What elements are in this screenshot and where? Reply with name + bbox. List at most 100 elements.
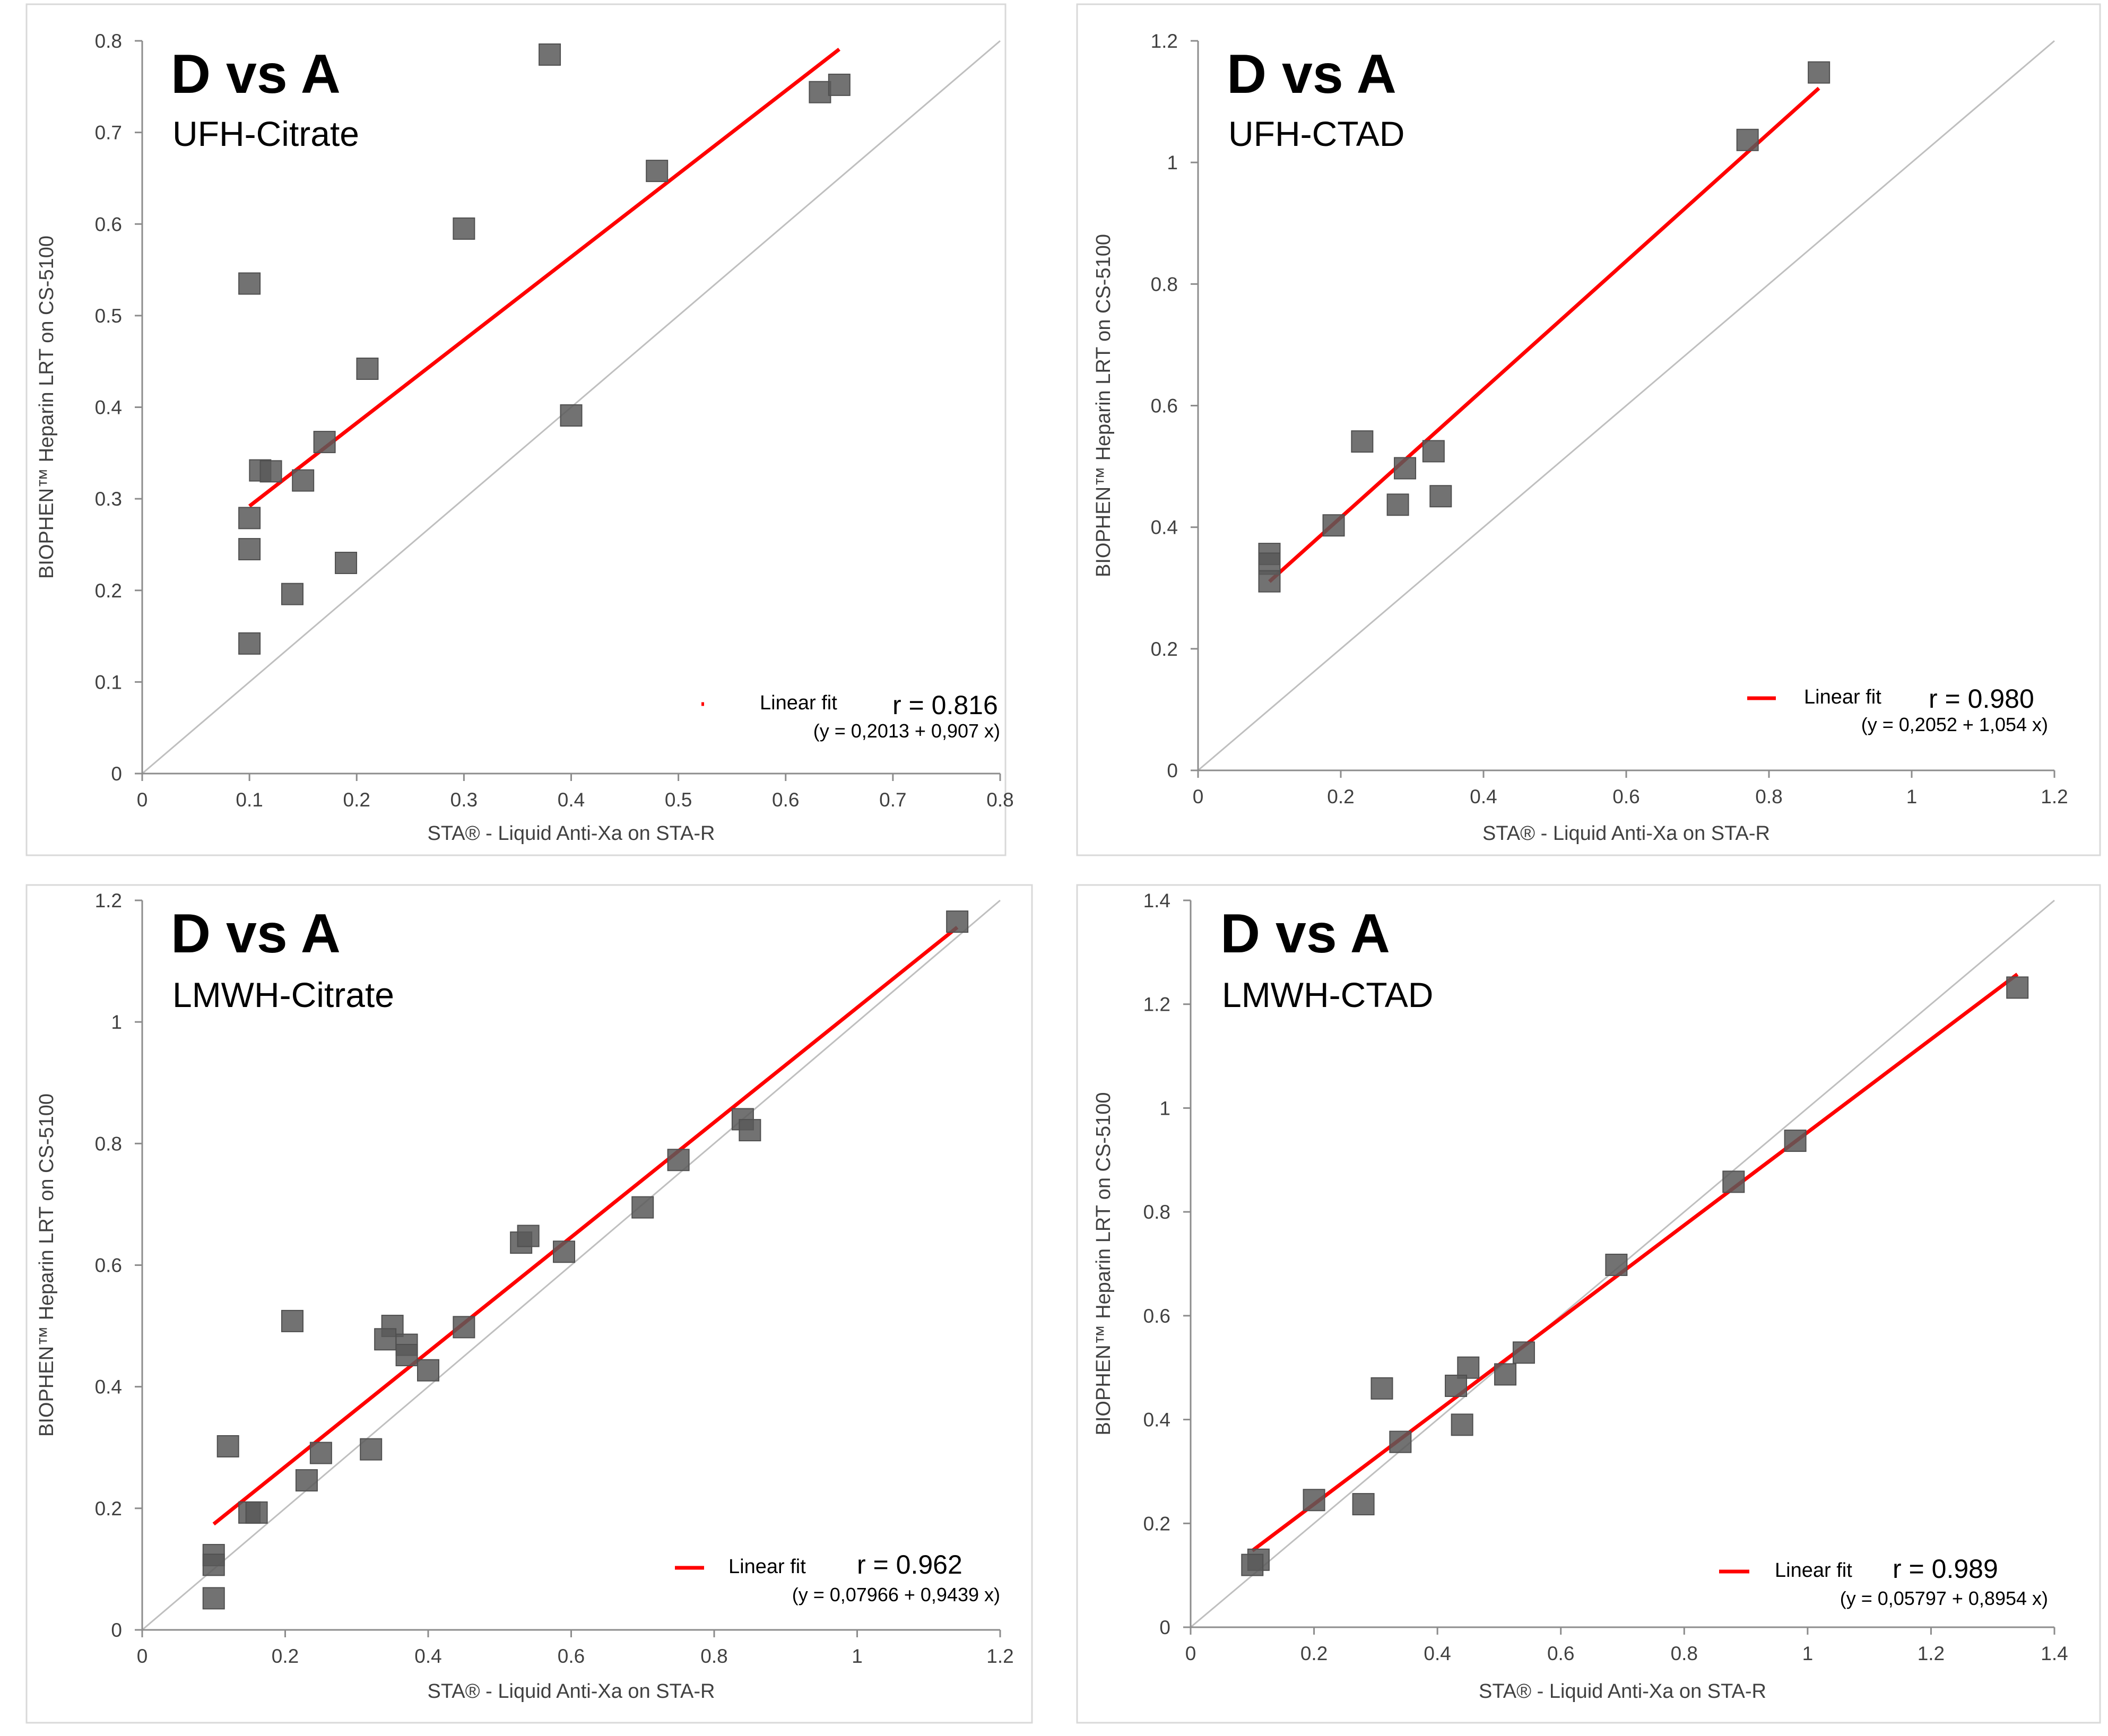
chart4-data-point	[1389, 1430, 1412, 1453]
chart3-y-axis-title: BIOPHEN™ Heparin LRT on CS-5100	[36, 1093, 58, 1437]
chart3-y-tick-label: 1	[111, 1011, 122, 1033]
chart2-x-axis-title: STA® - Liquid Anti-Xa on STA-R	[1482, 822, 1770, 845]
chart4-data-point	[1722, 1170, 1745, 1193]
chart4-panel: 0 0.2 0.4 0.6 0.8 1 1.2 1.4 0 0.2 0.4 0.6 0.8 1 1.2 1.4…	[1076, 884, 2101, 1724]
chart3-y-tick-label: 0	[111, 1619, 122, 1641]
chart1-subtitle: UFH-Citrate	[172, 114, 359, 153]
chart3-subtitle: LMWH-Citrate	[172, 975, 394, 1014]
chart3-data-point	[202, 1587, 225, 1610]
chart4-data-point	[1445, 1374, 1468, 1397]
chart3-legend-label: Linear fit	[728, 1556, 806, 1578]
chart1-y-tick-label: 0.1	[95, 671, 122, 693]
chart3-data-point	[309, 1442, 332, 1464]
chart2-data-point	[1429, 485, 1452, 508]
chart4-fit-line	[1251, 973, 2019, 1552]
chart4-data-point	[1451, 1413, 1473, 1436]
chart4-data-point	[1352, 1493, 1375, 1516]
chart1-data-point	[238, 272, 261, 295]
chart3-data-point	[453, 1316, 475, 1339]
chart3-data-point	[374, 1328, 397, 1351]
chart1-data-point	[238, 632, 261, 655]
chart4-x-tick-label: 1	[1802, 1643, 1814, 1664]
chart2-data-point	[1258, 570, 1281, 593]
chart2-x-tick-label: 0.2	[1327, 786, 1354, 808]
chart4-x-tick-label: 0	[1185, 1643, 1196, 1664]
chart4-x-tick-label: 0.2	[1300, 1643, 1328, 1664]
chart4-data-point	[1370, 1377, 1393, 1400]
chart2-title: D vs A	[1227, 44, 1396, 105]
chart1-r-value: r = 0.816	[892, 690, 998, 720]
chart1-y-tick-label: 0	[111, 763, 122, 785]
chart1-legend-label: Linear fit	[760, 692, 837, 714]
chart1-data-point	[453, 217, 475, 240]
chart1-data-point	[259, 460, 282, 483]
chart3-data-point	[202, 1553, 225, 1576]
chart3-x-tick-label: 0.8	[700, 1645, 727, 1667]
chart3-identity-line	[142, 899, 1001, 1631]
chart2-x-tick-label: 1	[1906, 786, 1918, 808]
chart1-y-tick-label: 0.8	[95, 30, 122, 52]
chart2-y-tick-label: 0	[1167, 760, 1178, 782]
chart4-data-point	[1303, 1489, 1325, 1512]
chart3-data-point	[281, 1309, 303, 1332]
chart3-data-point	[553, 1240, 576, 1263]
chart4-y-tick-label: 0.2	[1143, 1513, 1170, 1534]
chart3-x-tick-label: 1.2	[986, 1645, 1013, 1667]
chart1-x-tick-label: 0.1	[236, 789, 263, 811]
chart2-y-tick-label: 0.2	[1151, 638, 1178, 660]
chart4-y-tick-label: 1.4	[1143, 890, 1170, 912]
chart3-data-point	[739, 1119, 761, 1142]
chart1-x-tick-label: 0.5	[665, 789, 692, 811]
chart2-y-tick-label: 0.8	[1151, 273, 1178, 295]
chart4-y-tick-label: 1.2	[1143, 994, 1170, 1015]
chart2-subtitle: UFH-CTAD	[1228, 114, 1404, 153]
chart2-y-tick-label: 0.4	[1151, 517, 1178, 539]
chart4-subtitle: LMWH-CTAD	[1222, 975, 1433, 1014]
chart1-x-tick-label: 0.4	[558, 789, 585, 811]
chart2-fit-line	[1268, 86, 1820, 583]
chart2-fit-equation: (y = 0,2052 + 1,054 x)	[1861, 714, 2048, 735]
chart1-panel-border	[25, 3, 1007, 856]
chart3-title: D vs A	[171, 903, 341, 965]
chart4-y-tick-label: 1	[1159, 1097, 1170, 1119]
chart2-x-tick-label: 0.4	[1470, 786, 1497, 808]
chart4-data-point	[1457, 1356, 1480, 1379]
chart4-data-point	[1241, 1553, 1264, 1576]
chart3-panel: 0 0.2 0.4 0.6 0.8 1 1.2 0 0.2 0.4 0.6 0.8 1 1.2 STA® -…	[25, 884, 1033, 1724]
chart2-data-point	[1394, 457, 1417, 480]
chart4-data-point	[1494, 1363, 1517, 1386]
chart3-x-tick-label: 0	[137, 1645, 148, 1667]
chart4-title: D vs A	[1220, 903, 1390, 965]
chart3-x-tick-label: 0.2	[272, 1645, 299, 1667]
chart2-data-point	[1322, 514, 1345, 537]
chart1-x-tick-label: 0.2	[343, 789, 370, 811]
chart1-data-point	[809, 81, 831, 103]
chart3-data-point	[417, 1359, 439, 1382]
chart4-data-point	[1605, 1253, 1628, 1276]
chart2-y-tick-label: 1	[1167, 152, 1178, 173]
chart2-y-tick-label: 0.6	[1151, 395, 1178, 417]
chart2-x-tick-label: 1.2	[2041, 786, 2068, 808]
chart4-legend-label: Linear fit	[1775, 1559, 1852, 1582]
chart2-panel-border	[1076, 3, 2101, 856]
chart1-y-tick-label: 0.2	[95, 580, 122, 602]
chart1-data-point	[281, 583, 303, 605]
chart1-data-point	[335, 551, 358, 574]
chart3-x-tick-label: 0.6	[558, 1645, 585, 1667]
chart3-data-point	[395, 1344, 418, 1367]
chart1-title: D vs A	[171, 44, 341, 105]
chart2-x-tick-label: 0.6	[1612, 786, 1639, 808]
chart1-data-point	[313, 431, 336, 454]
chart1-y-tick-label: 0.3	[95, 488, 122, 510]
chart2-x-tick-label: 0.8	[1755, 786, 1782, 808]
chart4-x-tick-label: 1.2	[1918, 1643, 1945, 1664]
chart3-r-value: r = 0.962	[857, 1550, 962, 1579]
chart4-data-point	[1784, 1130, 1807, 1152]
chart4-x-tick-label: 1.4	[2041, 1643, 2068, 1664]
chart3-data-point	[245, 1501, 268, 1524]
chart1-x-tick-label: 0.8	[986, 789, 1013, 811]
chart3-y-tick-label: 1.2	[95, 890, 122, 912]
chart3-panel-border	[25, 884, 1033, 1724]
chart2-y-tick-label: 1.2	[1151, 30, 1178, 52]
